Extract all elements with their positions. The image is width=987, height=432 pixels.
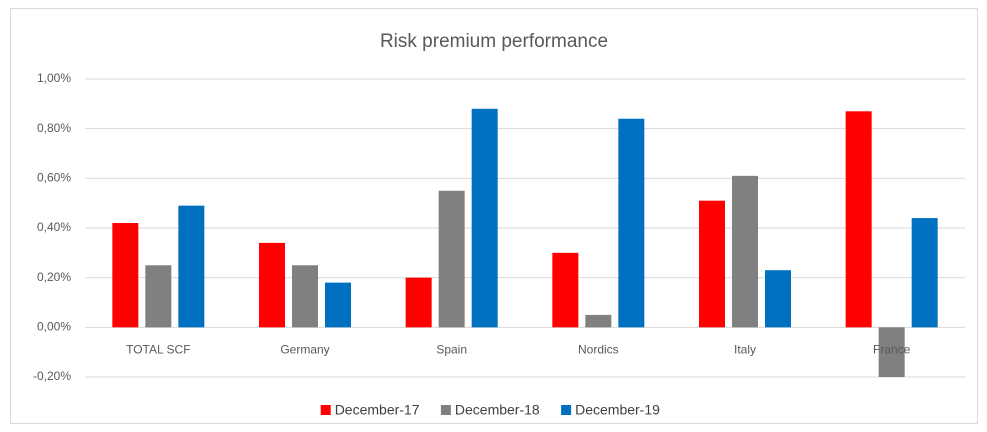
bar [552, 252, 579, 328]
y-tick-label: 1,00% [37, 71, 71, 85]
bar [845, 111, 872, 328]
bar [178, 205, 205, 328]
legend-label: December-19 [575, 402, 660, 418]
bar [765, 270, 791, 328]
x-tick-label: France [873, 343, 911, 357]
bar [911, 218, 938, 328]
x-tick-label: Nordics [578, 343, 619, 357]
bar [699, 200, 725, 328]
x-tick-label: Germany [280, 343, 329, 357]
x-tick-label: TOTAL SCF [126, 343, 190, 357]
legend-swatch [440, 405, 451, 415]
bar [112, 223, 139, 328]
legend-swatch [561, 405, 572, 415]
bar [292, 265, 318, 328]
bar [471, 108, 498, 328]
bar [405, 277, 432, 328]
x-tick-label: Spain [436, 343, 467, 357]
y-tick-label: 0,80% [37, 121, 71, 135]
y-tick-label: 0,00% [37, 320, 71, 334]
bar [325, 282, 351, 328]
bar [585, 314, 612, 328]
legend-label: December-18 [455, 402, 540, 418]
bar [618, 118, 645, 328]
y-tick-label: 0,60% [37, 171, 71, 185]
bar [438, 190, 465, 328]
chart-title: Risk premium performance [380, 31, 608, 52]
y-tick-label: -0,20% [33, 369, 71, 383]
bar [259, 242, 285, 328]
legend-label: December-17 [335, 402, 420, 418]
x-tick-label: Italy [734, 343, 756, 357]
legend-swatch [320, 405, 331, 415]
y-tick-label: 0,40% [37, 220, 71, 234]
y-tick-label: 0,20% [37, 270, 71, 284]
bar [878, 327, 905, 377]
bar [732, 175, 758, 328]
bar [145, 265, 172, 328]
